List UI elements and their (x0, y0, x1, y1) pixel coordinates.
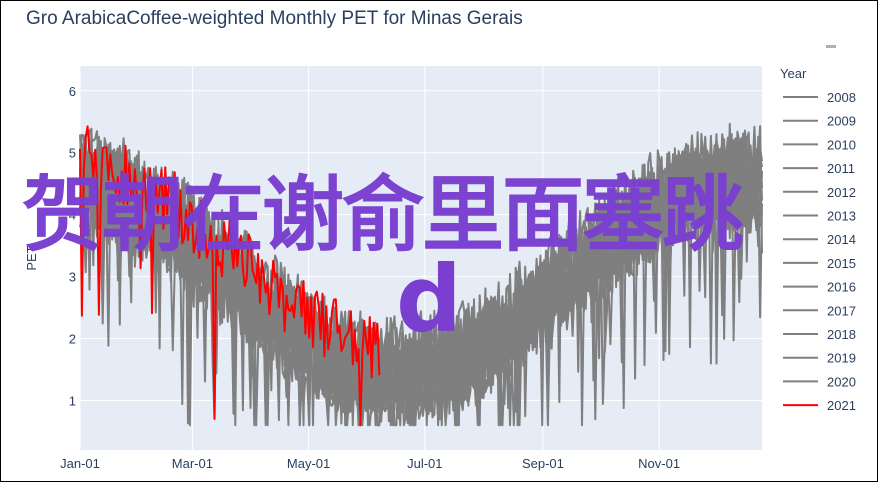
series-line-2020 (79, 132, 763, 427)
legend-label-2019: 2019 (827, 351, 856, 366)
legend-label-2016: 2016 (827, 280, 856, 295)
legend-label-2020: 2020 (827, 374, 856, 389)
legend-label-2014: 2014 (827, 232, 856, 247)
overlay-text: 贺朝在谢俞里面塞跳 (22, 168, 744, 263)
legend-label-2012: 2012 (827, 185, 856, 200)
y-tick-label: 4 (69, 208, 76, 223)
legend-label-2010: 2010 (827, 137, 856, 152)
legend-label-2015: 2015 (827, 256, 856, 271)
x-tick-label: Jan-01 (60, 456, 100, 471)
y-tick-label: 5 (69, 146, 76, 161)
y-axis-label: PET (24, 245, 39, 270)
legend-label-2021: 2021 (827, 398, 856, 413)
y-tick-label: 6 (69, 84, 76, 99)
x-tick-label: Sep-01 (522, 456, 564, 471)
x-tick-label: Mar-01 (172, 456, 213, 471)
legend-label-2008: 2008 (827, 90, 856, 105)
chart-title: Gro ArabicaCoffee-weighted Monthly PET f… (26, 8, 523, 29)
legend-label-2011: 2011 (827, 161, 855, 176)
series-line-2021 (79, 125, 381, 427)
y-tick-label: 1 (69, 393, 76, 408)
legend-label-2018: 2018 (827, 327, 856, 342)
legend-label-2013: 2013 (827, 209, 856, 224)
overlay-text-d: d (396, 246, 462, 353)
legend-label-2009: 2009 (827, 114, 856, 129)
legend-title: Year (780, 66, 807, 81)
modebar-icon[interactable]: ▬ (826, 40, 836, 51)
x-tick-label: May-01 (287, 456, 330, 471)
y-tick-label: 2 (69, 332, 76, 347)
x-tick-label: Nov-01 (638, 456, 680, 471)
y-tick-label: 3 (69, 270, 76, 285)
legend-label-2017: 2017 (827, 303, 856, 318)
x-tick-label: Jul-01 (407, 456, 442, 471)
